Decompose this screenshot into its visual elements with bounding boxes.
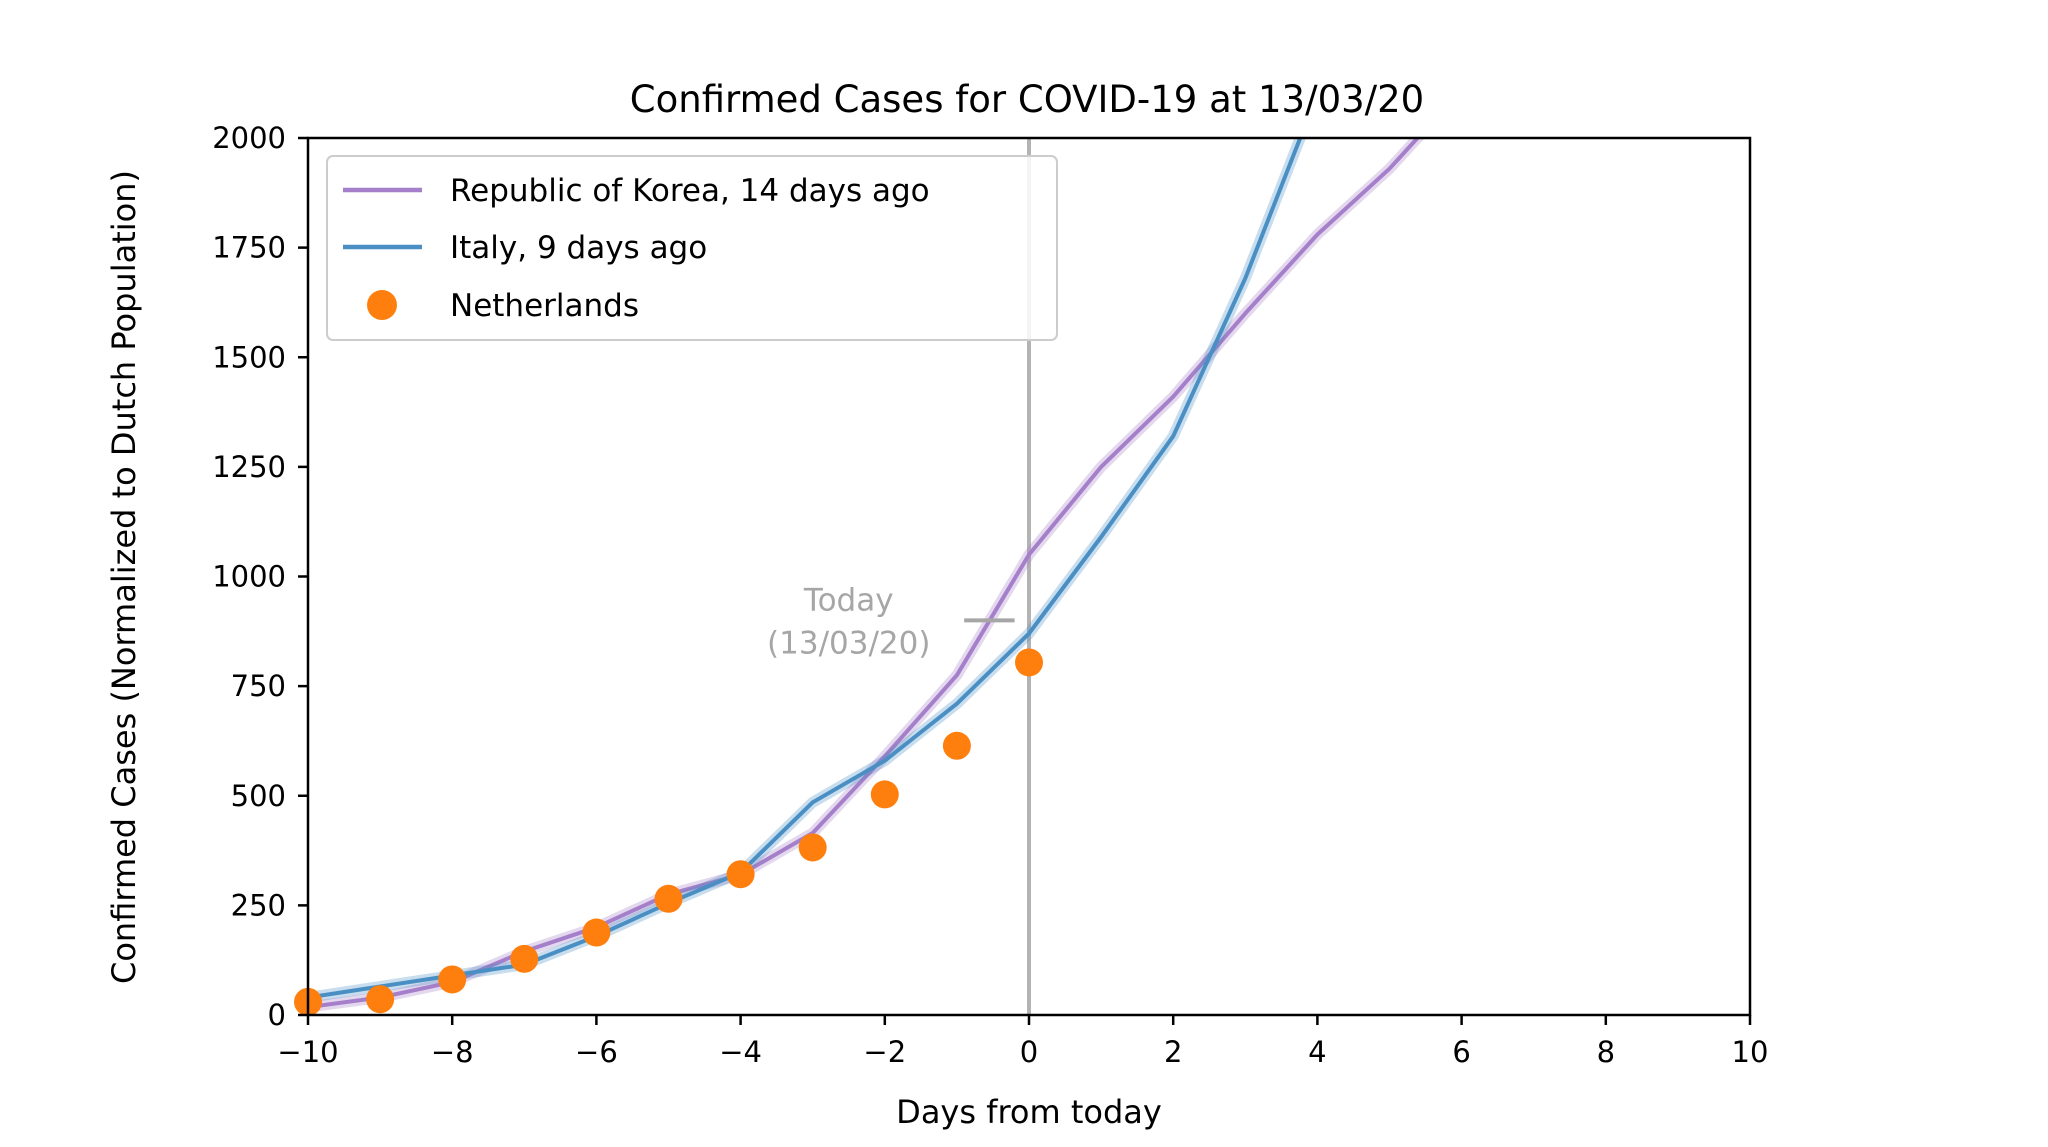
- chart-title: Confirmed Cases for COVID-19 at 13/03/20: [630, 78, 1424, 121]
- x-tick-label: 10: [1732, 1035, 1769, 1069]
- netherlands-point: [366, 985, 395, 1014]
- netherlands-point: [438, 965, 467, 994]
- x-tick-label: −6: [575, 1035, 618, 1069]
- legend-box: [326, 155, 1058, 341]
- legend: Republic of Korea, 14 days ago Italy, 9 …: [326, 155, 1058, 341]
- x-tick-label: −8: [431, 1035, 474, 1069]
- y-tick-label: 0: [268, 998, 286, 1032]
- today-annotation-label: Today: [803, 582, 894, 618]
- legend-italy-label: Italy, 9 days ago: [450, 230, 707, 266]
- netherlands-point: [654, 884, 683, 913]
- x-axis-label: Days from today: [896, 1093, 1162, 1131]
- netherlands-point: [510, 944, 539, 973]
- y-tick-label: 500: [231, 779, 286, 813]
- y-tick-label: 250: [231, 888, 286, 922]
- y-tick-label: 1000: [212, 560, 286, 594]
- x-axis: −10 −8 −6 −4 −2 0 2 4 6 8 10: [277, 1015, 1768, 1069]
- x-tick-label: −10: [277, 1035, 338, 1069]
- y-tick-label: 1500: [212, 340, 286, 374]
- y-axis: 0 250 500 750 1000 1250 1500 1750 2000: [212, 121, 308, 1032]
- x-tick-label: 4: [1308, 1035, 1326, 1069]
- legend-netherlands-marker: [367, 290, 397, 320]
- y-axis-label: Confirmed Cases (Normalized to Dutch Pop…: [105, 170, 143, 984]
- today-annotation: Today (13/03/20): [767, 582, 1015, 661]
- x-tick-label: 8: [1597, 1035, 1615, 1069]
- netherlands-point: [942, 731, 971, 760]
- legend-korea-label: Republic of Korea, 14 days ago: [450, 173, 930, 209]
- netherlands-point: [798, 833, 827, 862]
- netherlands-point: [726, 860, 755, 889]
- x-tick-label: −4: [719, 1035, 762, 1069]
- x-tick-label: −2: [863, 1035, 906, 1069]
- republic-of-korea-line: [308, 138, 1421, 1010]
- legend-netherlands-label: Netherlands: [450, 288, 639, 324]
- today-annotation-date: (13/03/20): [767, 625, 930, 661]
- x-tick-label: 0: [1020, 1035, 1038, 1069]
- scatter-points-layer: [294, 648, 1043, 1016]
- y-tick-label: 1750: [212, 231, 286, 265]
- y-tick-label: 1250: [212, 450, 286, 484]
- netherlands-point: [1015, 648, 1043, 677]
- x-tick-label: 6: [1452, 1035, 1470, 1069]
- series-layer: [308, 138, 1426, 1013]
- netherlands-point: [870, 780, 899, 809]
- netherlands-point: [582, 918, 611, 947]
- italy-line: [308, 138, 1303, 1000]
- y-tick-label: 2000: [212, 121, 286, 155]
- y-tick-label: 750: [231, 669, 286, 703]
- x-tick-label: 2: [1164, 1035, 1182, 1069]
